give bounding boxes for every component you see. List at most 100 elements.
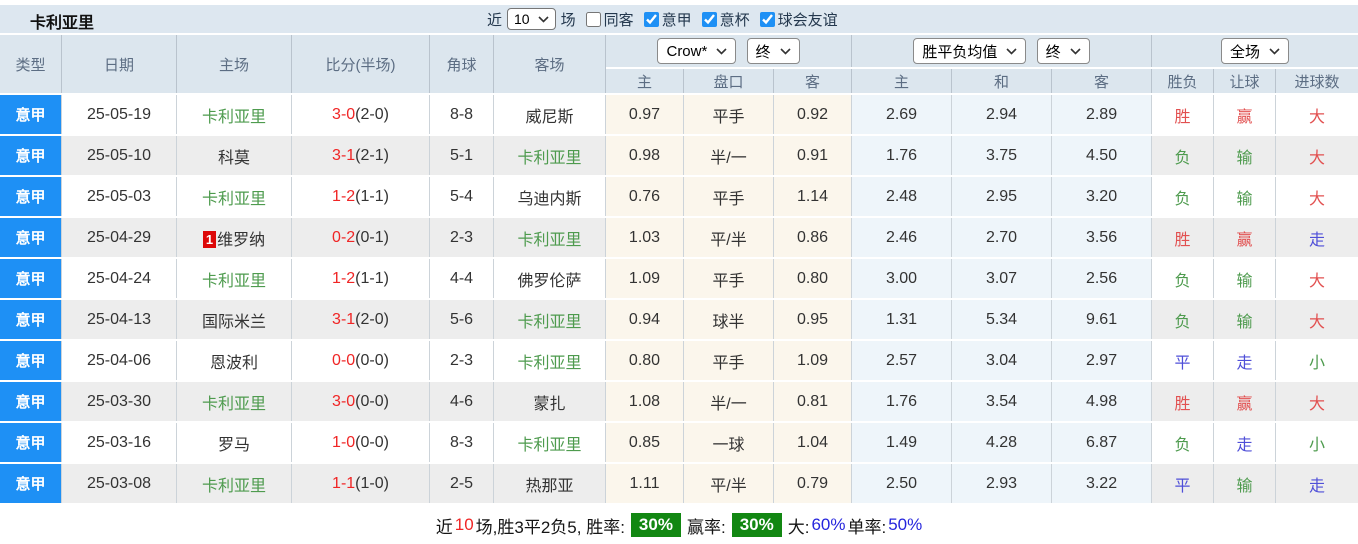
odds-handicap-cell: 一球 bbox=[684, 423, 774, 462]
home-team-name[interactable]: 国际米兰 bbox=[201, 313, 266, 331]
away-team-cell: 卡利亚里 bbox=[494, 136, 606, 175]
winloss-cell: 负 bbox=[1152, 136, 1215, 175]
corners-cell: 2-3 bbox=[430, 341, 494, 380]
handicap-result-cell: 输 bbox=[1214, 259, 1277, 298]
handicap-result-cell: 赢 bbox=[1214, 95, 1277, 134]
home-team-name[interactable]: 卡利亚里 bbox=[201, 272, 266, 290]
goals-result-value: 大 bbox=[1309, 108, 1326, 126]
score-cell: 0-0(0-0) bbox=[292, 341, 430, 380]
home-team-name[interactable]: 卡利亚里 bbox=[201, 190, 266, 208]
chevron-down-icon bbox=[716, 47, 727, 55]
home-team-name[interactable]: 罗马 bbox=[217, 436, 250, 454]
away-team-name[interactable]: 卡利亚里 bbox=[517, 149, 582, 167]
score-cell: 3-0(0-0) bbox=[292, 382, 430, 421]
scope-select[interactable]: 全场 bbox=[1221, 38, 1290, 64]
odds-time-select[interactable]: 终 bbox=[746, 38, 800, 64]
avg-away-cell: 2.97 bbox=[1052, 341, 1153, 380]
score-cell: 1-1(1-0) bbox=[292, 464, 430, 503]
rank-badge: 1 bbox=[202, 230, 217, 248]
away-team-name[interactable]: 佛罗伦萨 bbox=[517, 272, 582, 290]
league-cell: 意甲 bbox=[0, 177, 62, 216]
odds-handicap-cell: 平手 bbox=[684, 341, 774, 380]
score-cell: 3-1(2-1) bbox=[292, 136, 430, 175]
recent-count-select[interactable]: 10 bbox=[507, 8, 556, 30]
filter-checkbox-2[interactable] bbox=[701, 11, 717, 27]
avg-time-select[interactable]: 终 bbox=[1036, 38, 1090, 64]
home-team-name[interactable]: 恩波利 bbox=[209, 354, 258, 372]
home-team-name[interactable]: 科莫 bbox=[217, 149, 250, 167]
filter-checkbox-label: 意甲 bbox=[661, 11, 692, 29]
winloss-cell: 负 bbox=[1152, 423, 1215, 462]
away-team-name[interactable]: 卡利亚里 bbox=[517, 313, 582, 331]
subcol-handicap-result: 让球 bbox=[1214, 69, 1277, 93]
subcol-goals: 进球数 bbox=[1276, 69, 1358, 93]
goals-result-value: 走 bbox=[1309, 477, 1326, 495]
handicap-result-cell: 输 bbox=[1214, 300, 1277, 339]
date-cell: 25-04-13 bbox=[62, 300, 177, 339]
home-team-name[interactable]: 卡利亚里 bbox=[201, 108, 266, 126]
goals-result-cell: 小 bbox=[1276, 341, 1358, 380]
half-time-score: (0-0) bbox=[355, 392, 389, 410]
winloss-cell: 胜 bbox=[1152, 218, 1215, 257]
avg-home-cell: 3.00 bbox=[852, 259, 953, 298]
handicap-result-value: 赢 bbox=[1236, 108, 1253, 126]
odds-home-cell: 0.80 bbox=[606, 341, 684, 380]
stats-text: 近 bbox=[435, 517, 453, 537]
away-team-name[interactable]: 卡利亚里 bbox=[517, 436, 582, 454]
odds-away-cell: 0.95 bbox=[774, 300, 853, 339]
avg-draw-cell: 3.75 bbox=[952, 136, 1053, 175]
odds-handicap-cell: 平/半 bbox=[684, 464, 774, 503]
away-team-name[interactable]: 卡利亚里 bbox=[517, 231, 582, 249]
odds-company-select[interactable]: Crow* bbox=[657, 38, 737, 64]
goals-result-value: 大 bbox=[1309, 395, 1326, 413]
odds-group-header: Crow* 终 bbox=[606, 35, 853, 67]
date-cell: 25-04-29 bbox=[62, 218, 177, 257]
away-team-name[interactable]: 热那亚 bbox=[525, 477, 574, 495]
odds-away-cell: 0.91 bbox=[774, 136, 853, 175]
half-time-score: (0-0) bbox=[355, 351, 389, 369]
away-team-cell: 佛罗伦萨 bbox=[494, 259, 606, 298]
avg-home-cell: 2.69 bbox=[852, 95, 953, 134]
chevron-down-icon bbox=[779, 47, 791, 55]
home-team-cell: 国际米兰 bbox=[177, 300, 292, 339]
filter-checkbox-1[interactable] bbox=[643, 11, 659, 27]
away-team-name[interactable]: 卡利亚里 bbox=[517, 354, 582, 372]
odds-home-cell: 1.09 bbox=[606, 259, 684, 298]
full-time-score: 3-1 bbox=[332, 146, 356, 164]
odds-handicap-cell: 球半 bbox=[684, 300, 774, 339]
odds-away-cell: 0.80 bbox=[774, 259, 853, 298]
scope-value: 全场 bbox=[1230, 43, 1261, 61]
subcol-odds-home: 主 bbox=[606, 69, 684, 93]
full-time-score: 1-0 bbox=[332, 433, 356, 451]
match-table: 类型 日期 主场 比分(半场) 角球 客场 Crow* 终 bbox=[0, 33, 1358, 505]
subcol-winloss: 胜负 bbox=[1152, 69, 1215, 93]
half-time-score: (1-0) bbox=[355, 474, 389, 492]
handicap-result-cell: 走 bbox=[1214, 423, 1277, 462]
home-team-name[interactable]: 维罗纳 bbox=[217, 231, 266, 249]
home-team-cell: 恩波利 bbox=[177, 341, 292, 380]
away-team-name[interactable]: 乌迪内斯 bbox=[517, 190, 582, 208]
home-team-name[interactable]: 卡利亚里 bbox=[201, 395, 266, 413]
handicap-result-value: 输 bbox=[1236, 477, 1253, 495]
avg-type-select[interactable]: 胜平负均值 bbox=[913, 38, 1027, 64]
stats-text: 10 bbox=[454, 515, 474, 534]
full-time-score: 3-0 bbox=[332, 392, 356, 410]
winloss-cell: 胜 bbox=[1152, 95, 1215, 134]
summary-stats: 近 10 场,胜3平2负5, 胜率: 30% 赢率: 30% 大: 60% 单率: 50% bbox=[0, 505, 1358, 544]
away-team-name[interactable]: 威尼斯 bbox=[525, 108, 574, 126]
table-row: 意甲 25-05-19 卡利亚里 3-0(2-0) 8-8 威尼斯 0.97 平… bbox=[0, 95, 1358, 134]
league-cell: 意甲 bbox=[0, 341, 62, 380]
home-team-cell: 科莫 bbox=[177, 136, 292, 175]
chevron-down-icon bbox=[1006, 47, 1018, 55]
avg-draw-cell: 3.07 bbox=[952, 259, 1053, 298]
col-header-away: 客场 bbox=[494, 35, 606, 93]
filter-checkbox-0[interactable] bbox=[585, 11, 601, 27]
subcol-avg-home: 主 bbox=[852, 69, 953, 93]
filter-checkbox-item: 意甲 bbox=[634, 9, 692, 30]
home-team-name[interactable]: 卡利亚里 bbox=[201, 477, 266, 495]
goals-result-value: 大 bbox=[1309, 149, 1326, 167]
goals-result-cell: 大 bbox=[1276, 136, 1358, 175]
away-team-name[interactable]: 蒙扎 bbox=[533, 395, 566, 413]
handicap-result-value: 走 bbox=[1236, 436, 1253, 454]
filter-checkbox-3[interactable] bbox=[759, 11, 775, 27]
